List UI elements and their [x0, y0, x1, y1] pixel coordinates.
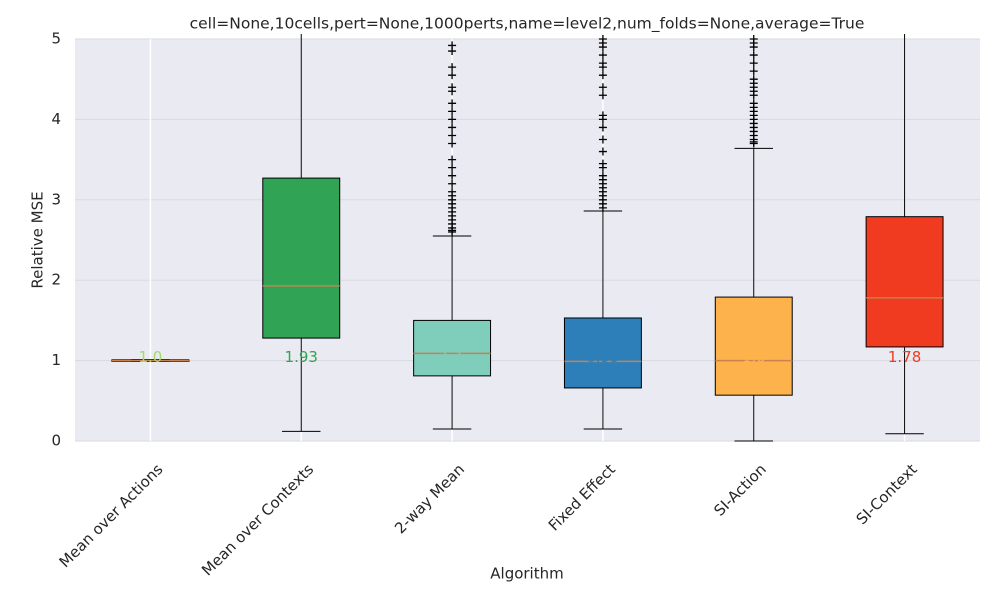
- outlier: [448, 99, 457, 108]
- outlier: [598, 51, 607, 60]
- box: [563, 317, 642, 389]
- y-tick-label: 5: [51, 30, 61, 48]
- outlier: [749, 75, 758, 84]
- x-tick-label: SI-Context: [853, 460, 921, 528]
- y-axis-label: Relative MSE: [29, 191, 47, 288]
- outlier: [598, 111, 607, 120]
- outlier: [598, 135, 607, 144]
- outlier: [598, 91, 607, 100]
- chart-title: cell=None,10cells,pert=None,1000perts,na…: [190, 15, 865, 34]
- outlier: [448, 115, 457, 124]
- outlier: [448, 41, 457, 50]
- outlier: [448, 163, 457, 172]
- outlier: [749, 51, 758, 60]
- median-label: 1.0: [742, 348, 766, 366]
- median-label: 0.99: [586, 348, 619, 366]
- outlier: [598, 59, 607, 68]
- box: [413, 319, 492, 377]
- median-label: 1.78: [888, 348, 921, 366]
- outlier: [448, 187, 457, 196]
- x-tick-label: SI-Action: [710, 460, 769, 519]
- outlier: [598, 83, 607, 92]
- median-label: 1.1: [440, 348, 464, 366]
- box: [262, 177, 341, 339]
- outlier: [598, 159, 607, 168]
- outlier: [598, 123, 607, 132]
- x-tick-label: Fixed Effect: [545, 460, 619, 534]
- outlier: [448, 71, 457, 80]
- plot-background: [75, 39, 980, 441]
- median-label: 1.0: [138, 348, 162, 366]
- outlier: [749, 99, 758, 108]
- y-tick-label: 0: [51, 432, 61, 450]
- x-tick-label: Mean over Contexts: [198, 460, 317, 579]
- outlier: [598, 147, 607, 156]
- outlier: [448, 131, 457, 140]
- y-tick-label: 1: [51, 351, 61, 369]
- outlier: [448, 155, 457, 164]
- median-label: 1.93: [285, 348, 318, 366]
- outlier: [448, 179, 457, 188]
- outlier: [448, 107, 457, 116]
- outlier: [749, 67, 758, 76]
- outlier: [749, 59, 758, 68]
- x-tick-label: 2-way Mean: [391, 460, 468, 537]
- outlier: [598, 71, 607, 80]
- box: [865, 216, 944, 348]
- plot-area: [111, 34, 944, 442]
- outlier: [448, 63, 457, 72]
- outlier: [749, 35, 758, 43]
- x-axis-label: Algorithm: [490, 565, 563, 583]
- outlier: [448, 83, 457, 92]
- outlier: [448, 171, 457, 180]
- y-tick-label: 3: [51, 190, 61, 208]
- outlier: [448, 123, 457, 132]
- outlier: [448, 139, 457, 148]
- x-tick-label: Mean over Actions: [56, 460, 167, 571]
- y-tick-label: 4: [51, 110, 61, 128]
- outlier: [598, 171, 607, 180]
- y-tick-label: 2: [51, 271, 61, 289]
- box: [714, 296, 793, 396]
- outlier: [598, 35, 607, 43]
